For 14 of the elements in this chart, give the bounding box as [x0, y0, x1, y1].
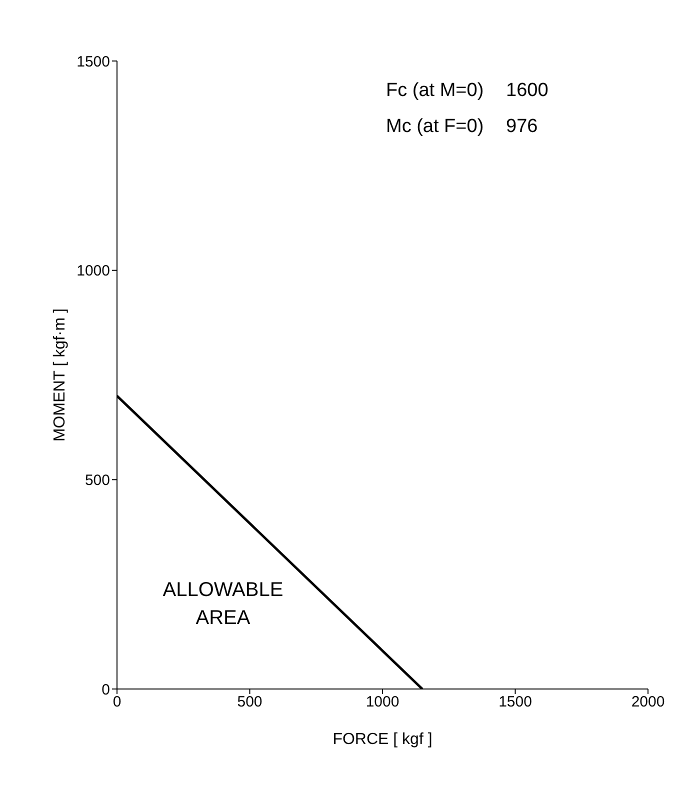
annotation: Fc (at M=0) 1600	[386, 80, 548, 102]
x-tick-label: 0	[112, 694, 122, 711]
y-axis-title: MOMENT [ kgf·m ]	[52, 308, 69, 442]
x-axis-title: FORCE [ kgf ]	[332, 731, 432, 748]
y-tick-label: 500	[84, 472, 110, 489]
x-tick-label: 1500	[498, 694, 532, 711]
annotation: Mc (at F=0) 976	[386, 116, 538, 138]
y-tick-label: 1500	[76, 53, 110, 70]
annotation: ALLOWABLE AREA	[162, 578, 284, 631]
x-tick-label: 500	[237, 694, 262, 711]
y-tick-label: 1000	[76, 262, 110, 280]
x-tick-label: 2000	[631, 694, 665, 711]
x-tick-label: 1000	[366, 694, 400, 711]
y-tick-label: 0	[102, 681, 110, 698]
